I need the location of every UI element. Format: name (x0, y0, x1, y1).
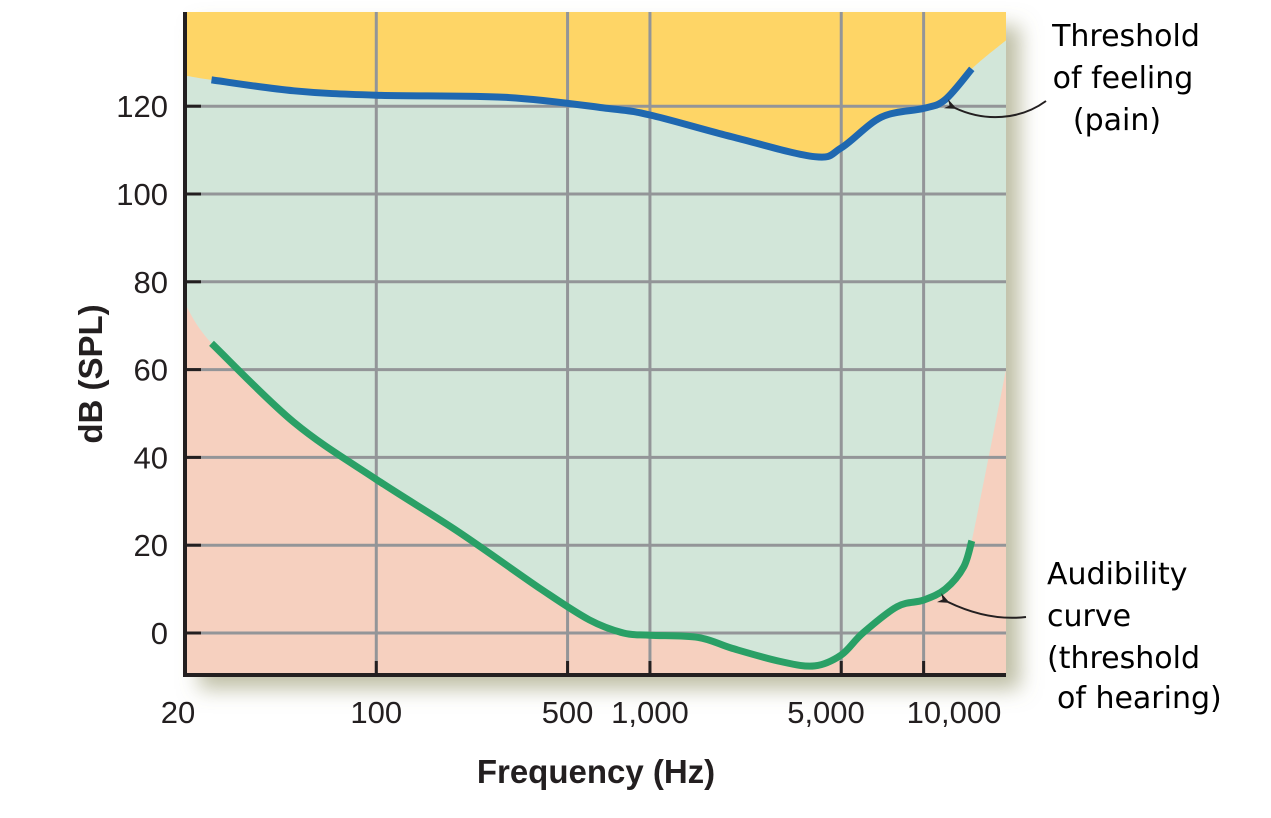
hearing-annotation-line-4: of hearing) (1057, 681, 1222, 716)
threshold-of-feeling-curve (211, 66, 975, 161)
x-tick-label: 100 (350, 695, 402, 730)
x-tick-label: 20 (161, 695, 195, 730)
inaudible-region (185, 303, 1006, 675)
plot-area: 0 20 40 60 80 100 120 20 100 500 1,000 5,000 10,000 (116, 12, 1006, 730)
hearing-annotation-line-2: curve (1047, 599, 1131, 634)
pain-region (185, 12, 1006, 158)
pain-annotation-line-1: Threshold (1051, 19, 1200, 54)
x-tick-label: 5,000 (787, 695, 865, 730)
hearing-annotation-line-3: (threshold (1047, 641, 1200, 676)
y-axis-tick-labels: 0 20 40 60 80 100 120 (116, 89, 168, 651)
x-tick-label: 500 (542, 695, 594, 730)
y-tick-label: 100 (116, 177, 168, 212)
hearing-annotation: Audibility curve (threshold of hearing) (936, 557, 1222, 716)
pain-annotation-line-2: of feeling (1053, 61, 1194, 96)
audibility-curve (209, 340, 976, 670)
pain-annotation: Threshold of feeling (pain) (943, 19, 1200, 138)
axes (183, 12, 1006, 677)
y-tick-label: 40 (134, 440, 168, 475)
y-tick-label: 20 (134, 528, 168, 563)
y-tick-label: 0 (151, 616, 168, 651)
x-tick-label: 1,000 (611, 695, 689, 730)
hearing-annotation-line-1: Audibility (1047, 557, 1187, 592)
x-tick-label: 10,000 (907, 695, 1002, 730)
pain-arrow-icon (943, 99, 1047, 119)
y-tick-label: 120 (116, 89, 168, 124)
y-axis-title: dB (SPL) (72, 304, 109, 443)
pain-annotation-line-3: (pain) (1073, 103, 1161, 138)
y-tick-label: 60 (134, 353, 168, 388)
x-axis-tick-labels: 20 100 500 1,000 5,000 10,000 (161, 695, 1002, 730)
y-tick-label: 80 (134, 265, 168, 300)
x-axis-title: Frequency (Hz) (477, 753, 715, 790)
hearing-arrow-icon (936, 593, 1027, 619)
